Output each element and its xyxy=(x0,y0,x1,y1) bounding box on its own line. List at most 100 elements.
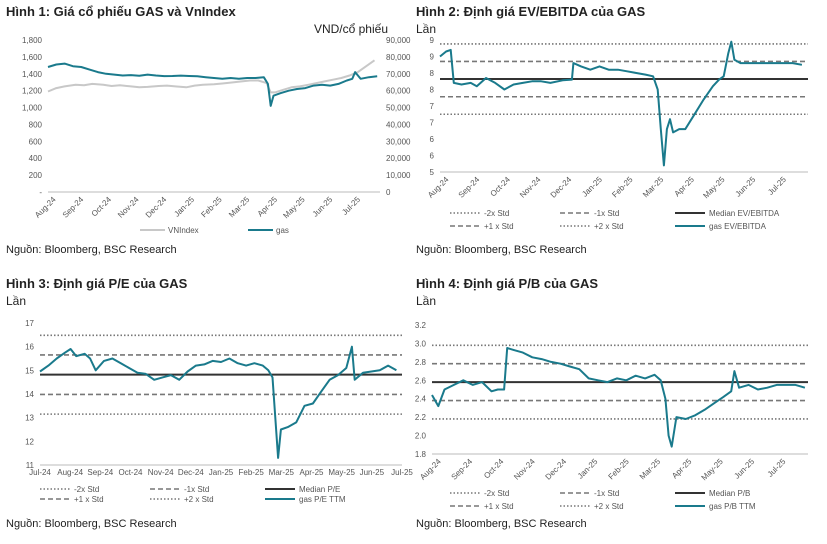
x-tick-label: Jul-24 xyxy=(29,468,51,477)
y-tick-label: 2.2 xyxy=(415,413,427,422)
legend-label: gas xyxy=(276,226,289,235)
x-tick-label: Jun-25 xyxy=(734,175,758,199)
pb-chart: 1.8 2.0 2.2 2.4 2.6 2.8 3.0 3.2 Aug-24 Sep-24 Oct-… xyxy=(415,321,808,511)
x-tick-label: Sep-24 xyxy=(61,195,86,220)
y-tick-label: - xyxy=(39,188,42,197)
legend-label: -1x Std xyxy=(594,209,619,218)
x-tick-label: May-25 xyxy=(701,175,727,201)
x-tick-label: May-25 xyxy=(281,195,307,221)
right-axis-unit: VND/cổ phiếu xyxy=(313,22,388,36)
y-axis-unit: Lần xyxy=(416,294,437,308)
x-tick-label: Aug-24 xyxy=(33,195,58,220)
x-tick-label: Nov-24 xyxy=(518,175,543,200)
x-tick-label: Jan-25 xyxy=(172,195,196,219)
legend-label: +1 x Std xyxy=(74,495,104,504)
y-tick-label: 3.0 xyxy=(415,339,427,348)
legend-label: -1x Std xyxy=(184,485,209,494)
x-tick-label: Sep-24 xyxy=(450,457,475,482)
y-tick-label: 1,000 xyxy=(22,104,43,113)
y-tick-label: 2.0 xyxy=(415,432,427,441)
chart-panel-gas-vnindex: Hình 1: Giá cổ phiếu GAS và VnIndex VND/… xyxy=(0,0,411,268)
legend-label: -2x Std xyxy=(74,485,99,494)
x-tick-label: Nov-24 xyxy=(148,468,174,477)
legend-label: +2 x Std xyxy=(594,502,624,511)
x-tick-label: Nov-24 xyxy=(116,195,141,220)
x-tick-label: Feb-25 xyxy=(610,175,635,200)
x-tick-label: Mar-25 xyxy=(269,468,295,477)
chart-panel-pe: Hình 3: Định giá P/E của GAS Lần 11 12 13 1… xyxy=(0,272,413,540)
y-tick-label-right: 20,000 xyxy=(386,154,411,163)
y-tick-label-right: 50,000 xyxy=(386,104,411,113)
x-tick-label: Jul-25 xyxy=(766,175,788,197)
legend-label: gas P/B TTM xyxy=(709,502,756,511)
y-tick-label: 9 xyxy=(430,53,435,62)
legend-label: +2 x Std xyxy=(594,222,624,231)
chart-title: Hình 4: Định giá P/B của GAS xyxy=(416,276,599,291)
y-tick-label: 9 xyxy=(430,36,435,45)
x-tick-label: May-25 xyxy=(328,468,355,477)
x-tick-label: Apr-25 xyxy=(256,195,280,219)
y-axis-unit: Lần xyxy=(6,294,27,308)
x-tick-label: May-25 xyxy=(700,457,726,483)
y-tick-label: 11 xyxy=(26,461,35,470)
x-tick-label: Mar-25 xyxy=(227,195,252,220)
legend-label: Median P/B xyxy=(709,489,750,498)
series-line xyxy=(39,345,397,459)
x-tick-label: Jun-25 xyxy=(311,195,335,219)
chart-title: Hình 2: Định giá EV/EBITDA của GAS xyxy=(416,4,646,19)
x-tick-label: Apr-25 xyxy=(299,468,324,477)
legend-label: -1x Std xyxy=(594,489,619,498)
y-tick-label: 5 xyxy=(430,168,435,177)
legend-label: VNIndex xyxy=(168,226,199,235)
y-tick-label: 8 xyxy=(430,86,435,95)
y-tick-label: 12 xyxy=(25,437,34,446)
chart-title: Hình 1: Giá cổ phiếu GAS và VnIndex xyxy=(6,4,236,19)
x-tick-label: Aug-24 xyxy=(418,457,443,482)
x-tick-label: Feb-25 xyxy=(238,468,264,477)
x-tick-label: Mar-25 xyxy=(641,175,666,200)
x-tick-label: Jul-25 xyxy=(340,195,362,217)
chart-source: Nguồn: Bloomberg, BSC Research xyxy=(6,518,177,530)
pe-chart: 11 12 13 14 15 16 17 Jul-24 Aug-24 Sep-24 Oct-24 No… xyxy=(25,319,413,504)
chart-source: Nguồn: Bloomberg, BSC Research xyxy=(416,244,587,256)
x-tick-label: Oct-24 xyxy=(489,175,513,199)
legend-label: Median P/E xyxy=(299,485,340,494)
legend-label: -2x Std xyxy=(484,489,509,498)
y-tick-label: 600 xyxy=(29,137,43,146)
x-tick-label: Dec-24 xyxy=(178,468,204,477)
x-tick-label: Dec-24 xyxy=(144,195,169,220)
y-tick-label: 7 xyxy=(430,102,435,111)
x-tick-label: Feb-25 xyxy=(199,195,224,220)
y-tick-label-right: 70,000 xyxy=(386,70,411,79)
y-tick-label: 6 xyxy=(430,135,435,144)
y-tick-label: 15 xyxy=(25,366,34,375)
x-tick-label: Oct-24 xyxy=(90,195,114,219)
y-tick-label: 8 xyxy=(430,69,435,78)
x-tick-label: Aug-24 xyxy=(57,468,83,477)
y-tick-label-right: 60,000 xyxy=(386,87,411,96)
x-tick-label: Aug-24 xyxy=(426,175,451,200)
chart-title: Hình 3: Định giá P/E của GAS xyxy=(6,276,188,291)
y-tick-label: 200 xyxy=(29,171,43,180)
x-tick-label: Jan-25 xyxy=(209,468,234,477)
series-line xyxy=(439,40,803,167)
legend-label: gas EV/EBITDA xyxy=(709,222,767,231)
chart-source: Nguồn: Bloomberg, BSC Research xyxy=(6,244,177,256)
legend-label: +1 x Std xyxy=(484,222,514,231)
y-tick-label-right: 30,000 xyxy=(386,137,411,146)
y-tick-label: 800 xyxy=(29,120,43,129)
y-tick-label: 16 xyxy=(25,343,34,352)
x-tick-label: Jul-25 xyxy=(766,457,788,479)
y-tick-label: 2.8 xyxy=(415,358,427,367)
x-tick-label: Mar-25 xyxy=(638,457,663,482)
y-tick-label-right: 0 xyxy=(386,188,391,197)
series-line xyxy=(47,62,378,107)
legend-label: +2 x Std xyxy=(184,495,214,504)
x-tick-label: Nov-24 xyxy=(512,457,537,482)
y-tick-label: 1,600 xyxy=(22,53,43,62)
x-tick-label: Dec-24 xyxy=(544,457,569,482)
y-tick-label: 2.4 xyxy=(415,395,427,404)
x-tick-label: Oct-24 xyxy=(482,457,506,481)
y-tick-label: 1,200 xyxy=(22,87,43,96)
